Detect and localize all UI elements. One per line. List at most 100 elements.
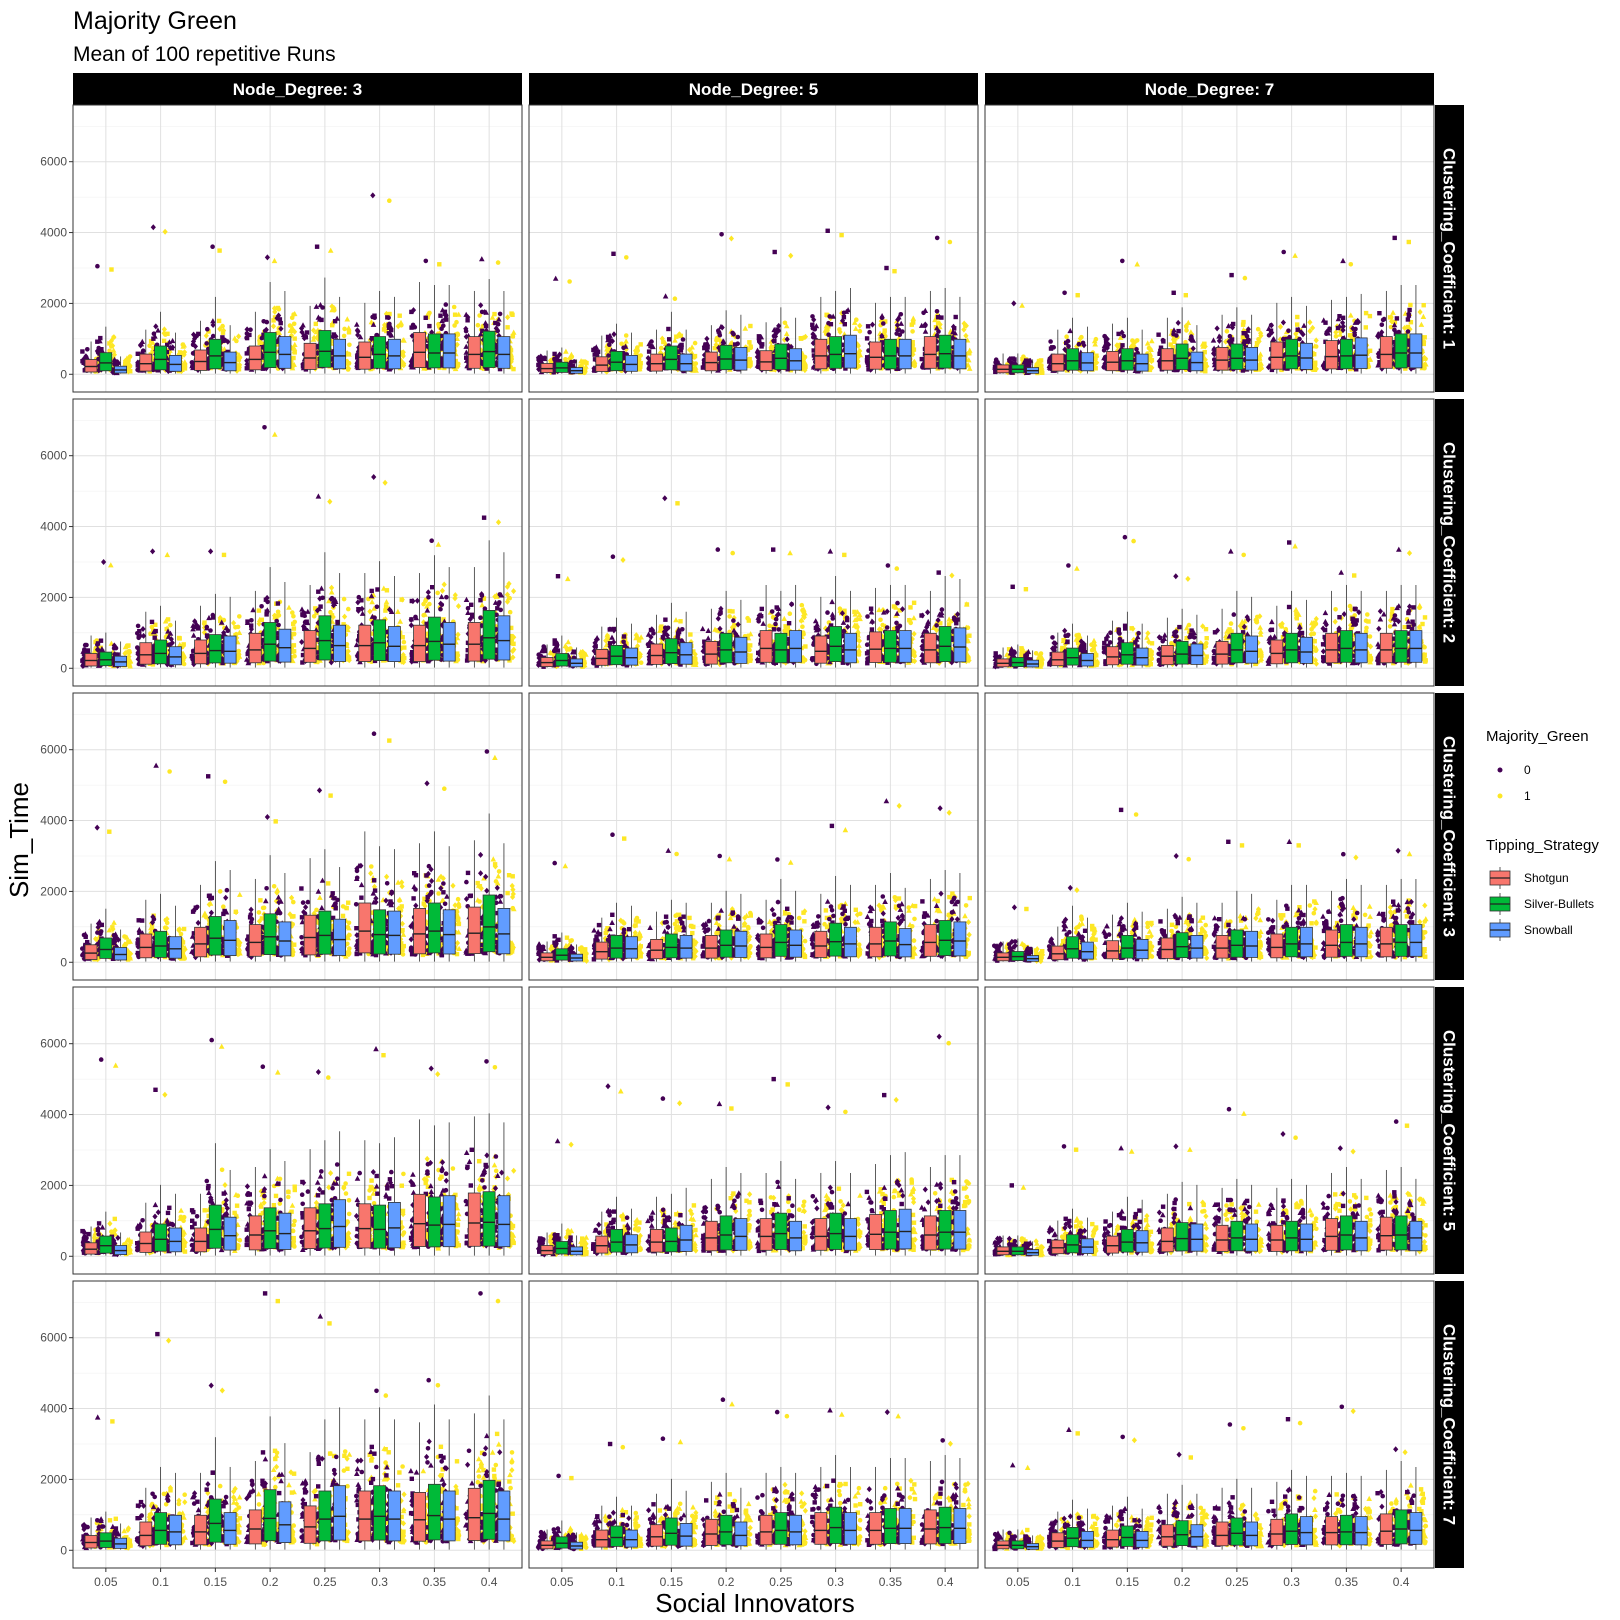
scatter-point <box>1295 315 1299 319</box>
scatter-point <box>375 605 380 610</box>
box-rect <box>483 331 495 367</box>
scatter-point <box>1184 324 1189 329</box>
box-rect <box>155 640 167 664</box>
scatter-point <box>237 614 242 619</box>
scatter-point <box>773 250 777 254</box>
scatter-point <box>730 331 735 336</box>
scatter-point <box>153 636 157 640</box>
scatter-point <box>202 620 206 624</box>
scatter-point <box>1267 333 1272 338</box>
scatter-point <box>245 366 249 370</box>
scatter-point <box>811 326 816 331</box>
scatter-point <box>772 339 776 343</box>
scatter-point <box>303 620 308 625</box>
scatter-point <box>1161 339 1165 343</box>
box-rect <box>140 354 152 371</box>
scatter-point <box>954 315 958 319</box>
box-rect <box>498 337 510 369</box>
scatter-point <box>346 607 351 612</box>
box-rect <box>1176 344 1188 370</box>
box-rect <box>625 355 637 371</box>
scatter-point <box>552 358 557 363</box>
scatter-point <box>276 623 281 628</box>
scatter-point <box>1048 339 1053 344</box>
scatter-point <box>112 646 117 651</box>
scatter-point <box>967 351 971 355</box>
box-rect <box>209 339 221 369</box>
box-rect <box>1355 338 1367 369</box>
scatter-point <box>747 340 751 344</box>
scatter-point <box>135 645 140 650</box>
scatter-point <box>96 346 101 351</box>
scatter-point <box>693 341 698 346</box>
scatter-point <box>659 346 664 351</box>
scatter-point <box>880 316 885 321</box>
col-strip-label: Node_Degree: 7 <box>1145 80 1274 99</box>
box-rect <box>815 339 827 369</box>
row-strip-label: Clustering_Coefficient: 3 <box>1440 736 1459 937</box>
scatter-point <box>315 245 319 249</box>
scatter-point <box>493 321 497 325</box>
scatter-point <box>385 588 389 592</box>
scatter-point <box>126 643 130 647</box>
box-rect <box>279 629 291 662</box>
box-rect <box>1191 352 1203 371</box>
scatter-point <box>912 347 916 351</box>
y-tick-label: 6000 <box>40 155 67 169</box>
col-strip-label: Node_Degree: 5 <box>689 80 818 99</box>
scatter-point <box>624 333 629 338</box>
scatter-point <box>347 352 352 357</box>
scatter-point <box>1079 335 1084 340</box>
box-rect <box>1161 349 1173 371</box>
scatter-point <box>208 628 213 633</box>
scatter-point <box>291 622 295 626</box>
scatter-point <box>714 338 719 343</box>
scatter-point <box>1040 371 1044 375</box>
scatter-point <box>639 342 643 346</box>
scatter-point <box>211 615 215 619</box>
scatter-point <box>1382 317 1387 322</box>
box-rect <box>249 633 261 663</box>
box-rect <box>1231 344 1243 370</box>
scatter-point <box>1064 334 1069 339</box>
scatter-point <box>98 336 102 340</box>
scatter-point <box>370 589 374 593</box>
scatter-point <box>166 617 170 621</box>
scatter-point <box>372 315 377 320</box>
scatter-point <box>1380 322 1385 327</box>
scatter-point <box>292 643 296 647</box>
scatter-point <box>496 260 501 265</box>
scatter-point <box>1313 362 1317 366</box>
scatter-point <box>80 349 84 353</box>
scatter-point <box>1377 311 1381 315</box>
scatter-point <box>136 352 140 356</box>
scatter-point <box>217 319 221 323</box>
scatter-point <box>1169 342 1173 346</box>
scatter-point <box>1353 327 1358 332</box>
box-rect <box>790 349 802 371</box>
box-rect <box>1326 341 1338 369</box>
scatter-point <box>261 319 266 324</box>
scatter-point <box>1364 311 1368 315</box>
box-rect <box>939 335 951 368</box>
scatter-point <box>935 236 940 241</box>
scatter-point <box>1116 332 1120 336</box>
scatter-point <box>249 618 254 623</box>
scatter-point <box>347 330 351 334</box>
box-rect <box>1216 347 1228 370</box>
scatter-point <box>510 313 514 317</box>
scatter-point <box>1422 303 1426 307</box>
scatter-point <box>865 360 870 365</box>
y-tick-label: 4000 <box>40 226 67 240</box>
scatter-point <box>1121 334 1126 339</box>
box-rect <box>1107 351 1119 370</box>
box-rect <box>249 346 261 370</box>
scatter-point <box>455 332 460 337</box>
scatter-point <box>135 631 140 636</box>
box-rect <box>319 616 331 660</box>
scatter-point <box>783 321 788 326</box>
box-rect <box>468 337 480 369</box>
scatter-point <box>1229 273 1233 277</box>
box-rect <box>705 352 717 371</box>
scatter-point <box>237 358 242 363</box>
